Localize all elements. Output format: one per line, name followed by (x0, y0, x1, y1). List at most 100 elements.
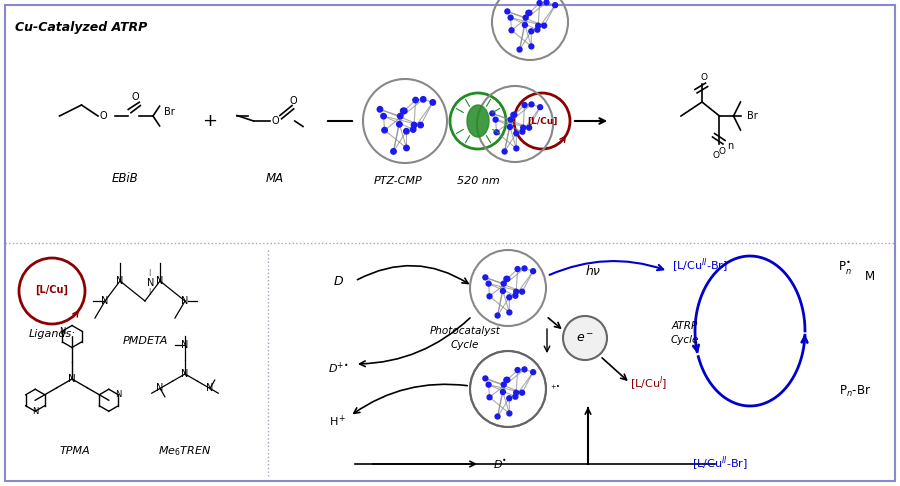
Circle shape (391, 149, 396, 154)
Circle shape (404, 145, 410, 151)
Circle shape (519, 390, 525, 395)
Circle shape (397, 122, 402, 127)
Text: [L/Cu$^{II}$-Br]: [L/Cu$^{II}$-Br] (672, 257, 728, 275)
Circle shape (493, 117, 498, 122)
Circle shape (381, 113, 386, 119)
Text: Cu-Catalyzed ATRP: Cu-Catalyzed ATRP (15, 21, 148, 34)
Circle shape (377, 106, 382, 112)
Text: N: N (115, 390, 122, 399)
Circle shape (486, 382, 491, 387)
Ellipse shape (467, 105, 489, 137)
Circle shape (518, 47, 522, 52)
Circle shape (398, 113, 403, 119)
Circle shape (537, 0, 542, 5)
Circle shape (507, 411, 512, 416)
Text: N: N (181, 369, 189, 379)
Text: TPMA: TPMA (59, 446, 90, 456)
Circle shape (430, 100, 436, 105)
Circle shape (514, 146, 518, 151)
Circle shape (522, 266, 526, 271)
Text: [L/Cu]: [L/Cu] (526, 117, 557, 125)
Circle shape (494, 130, 499, 135)
Text: P$_n^{•}$: P$_n^{•}$ (838, 260, 852, 277)
Circle shape (382, 127, 387, 133)
Circle shape (521, 125, 526, 130)
Circle shape (520, 129, 525, 134)
Circle shape (536, 23, 541, 28)
Text: [L/Cu]: [L/Cu] (35, 285, 68, 295)
Text: Ligands:: Ligands: (29, 329, 76, 339)
Circle shape (553, 3, 558, 8)
Circle shape (420, 97, 426, 102)
Circle shape (537, 104, 543, 110)
Text: hν: hν (586, 264, 600, 278)
Circle shape (519, 289, 525, 294)
Text: D$^{+•}$: D$^{+•}$ (328, 360, 348, 376)
Text: Photocatalyst
Cycle: Photocatalyst Cycle (429, 327, 500, 349)
Text: N: N (32, 407, 39, 416)
Circle shape (529, 44, 534, 49)
Text: MA: MA (266, 172, 284, 185)
Text: N: N (157, 383, 164, 393)
Circle shape (404, 129, 410, 134)
Circle shape (486, 281, 491, 286)
Text: N: N (181, 296, 189, 306)
Text: N: N (102, 296, 109, 306)
Circle shape (514, 289, 518, 294)
Circle shape (529, 102, 534, 107)
Text: H$^+$: H$^+$ (329, 414, 346, 429)
Circle shape (487, 294, 492, 299)
Circle shape (504, 378, 508, 382)
Text: D$^•$: D$^•$ (493, 457, 507, 470)
Text: EBiB: EBiB (112, 172, 139, 185)
Text: N: N (59, 327, 66, 335)
Text: $\mathregular{\overset{|}{\underset{|}{N}}}$: $\mathregular{\overset{|}{\underset{|}{N… (146, 268, 154, 298)
Text: N: N (116, 276, 123, 286)
Text: O: O (700, 73, 707, 83)
Text: ATRP
Cycle: ATRP Cycle (670, 321, 699, 345)
Circle shape (513, 394, 518, 399)
Circle shape (505, 9, 509, 14)
Text: N: N (157, 276, 164, 286)
Circle shape (505, 277, 509, 281)
Circle shape (563, 316, 607, 360)
Circle shape (529, 29, 534, 34)
Circle shape (535, 27, 540, 32)
Text: $Me_6$TREN: $Me_6$TREN (158, 444, 211, 458)
Circle shape (495, 313, 500, 318)
Text: [L/Cu$^{II}$-Br]: [L/Cu$^{II}$-Br] (692, 455, 748, 473)
Text: Br: Br (164, 107, 175, 117)
Text: P$_n$-Br: P$_n$-Br (839, 383, 871, 399)
Text: Br: Br (748, 111, 758, 121)
Text: n: n (727, 140, 734, 151)
Text: N: N (68, 374, 76, 384)
Circle shape (487, 395, 492, 400)
Circle shape (413, 97, 418, 103)
Circle shape (507, 310, 512, 315)
Circle shape (418, 122, 423, 128)
Circle shape (501, 281, 506, 286)
Text: O: O (718, 147, 725, 156)
Circle shape (513, 293, 518, 298)
Circle shape (490, 111, 495, 116)
Circle shape (514, 131, 518, 136)
Text: O: O (100, 111, 107, 121)
Text: N: N (206, 383, 213, 393)
Text: PTZ-CMP: PTZ-CMP (374, 176, 422, 186)
Circle shape (542, 23, 546, 28)
Circle shape (509, 28, 514, 33)
Circle shape (531, 370, 536, 375)
Circle shape (523, 15, 528, 20)
Circle shape (522, 103, 527, 107)
Circle shape (508, 124, 512, 129)
Circle shape (411, 122, 417, 128)
Text: O: O (271, 116, 279, 126)
Circle shape (531, 269, 536, 274)
Text: 520 nm: 520 nm (456, 176, 500, 186)
Circle shape (522, 367, 526, 372)
Text: O: O (713, 151, 719, 160)
Circle shape (515, 367, 520, 373)
Circle shape (526, 10, 531, 16)
Circle shape (483, 275, 488, 280)
Circle shape (400, 108, 406, 114)
